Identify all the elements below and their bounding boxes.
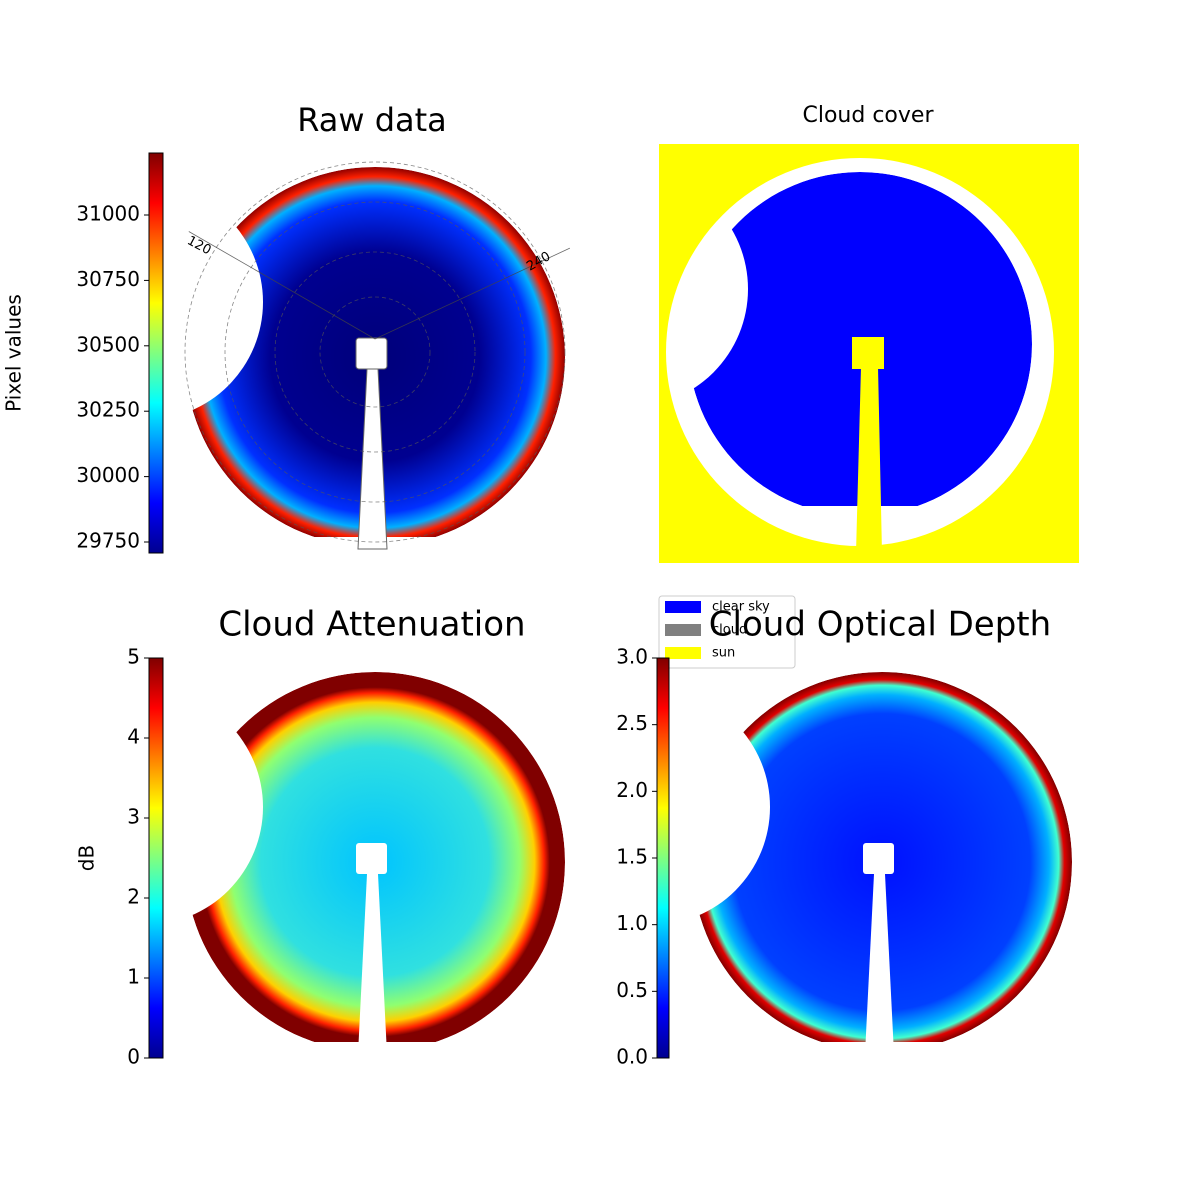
legend-swatch: [665, 601, 701, 613]
colorbar-tick-label: 30500: [76, 332, 140, 356]
colorbar-tick-label: 31000: [76, 202, 140, 226]
colorbar-tick-label: 0: [127, 1045, 140, 1069]
colorbar-tick-label: 3.0: [616, 645, 648, 669]
colorbar-tick-label: 1.0: [616, 911, 648, 935]
legend-swatch: [665, 647, 701, 659]
panel-title: Raw data: [297, 101, 447, 139]
colorbar-tick-label: 3: [127, 805, 140, 829]
polar-ring: [224, 201, 526, 503]
polar-ring: [319, 296, 431, 408]
colorbar-tick-label: 0.0: [616, 1045, 648, 1069]
mast-head: [355, 337, 388, 370]
sun-mask-head: [852, 337, 884, 369]
colorbar-tick-label: 30250: [76, 398, 140, 422]
legend-label: clear sky: [712, 600, 770, 615]
colorbar: [148, 657, 164, 1059]
polar-ring: [274, 251, 476, 453]
colorbar-label: dB: [75, 845, 99, 871]
polar-spoke: [374, 247, 571, 340]
colorbar-tick-label: 2: [127, 885, 140, 909]
colorbar-label: Pixel values: [2, 294, 26, 412]
colorbar-tick-label: 4: [127, 725, 140, 749]
polar-grid: [184, 161, 571, 543]
mast: [355, 337, 388, 550]
colorbar-tick-label: 30750: [76, 267, 140, 291]
colorbar-tick-label: 2.0: [616, 778, 648, 802]
colorbar-tick-label: 5: [127, 645, 140, 669]
colorbar-tick-label: 2.5: [616, 711, 648, 735]
mast-head: [356, 843, 387, 874]
colorbar-tick-label: 29750: [76, 529, 140, 553]
legend-label: sun: [712, 646, 735, 661]
panel-title: Cloud Attenuation: [218, 605, 525, 645]
colorbar-tick-label: 0.5: [616, 978, 648, 1002]
polar-label: 120: [184, 233, 213, 258]
legend-label: cloud: [712, 623, 747, 638]
mast-pole: [358, 874, 387, 1054]
mast: [356, 843, 387, 1054]
colorbar-tick-label: 1: [127, 965, 140, 989]
panel-title: Cloud cover: [803, 103, 935, 128]
colorbar-tick-label: 1.5: [616, 845, 648, 869]
panel-title: Cloud Optical Depth: [709, 605, 1051, 645]
polar-spoke: [188, 231, 376, 340]
colorbar-tick-label: 30000: [76, 463, 140, 487]
mast-pole: [865, 874, 894, 1054]
sun-mask-pole: [856, 367, 882, 553]
colorbar: [656, 657, 670, 1059]
mast-pole: [357, 368, 388, 550]
legend-swatch: [665, 624, 701, 636]
polar-ring: [184, 161, 566, 543]
mast: [863, 843, 894, 1054]
legend: clear sky cloud sun: [658, 595, 796, 669]
colorbar: [148, 152, 164, 554]
mast-head: [863, 843, 894, 874]
